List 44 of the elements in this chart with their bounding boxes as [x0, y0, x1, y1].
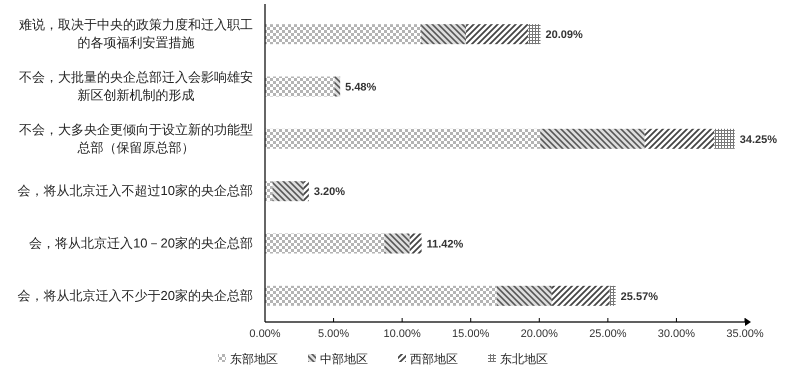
legend-label: 东北地区 — [500, 352, 548, 366]
x-tick-label: 30.00% — [658, 328, 696, 340]
x-tick-label: 5.00% — [318, 328, 350, 340]
legend-label: 西部地区 — [410, 352, 458, 366]
bar — [421, 24, 466, 44]
y-tick-label: 难说，取决于中央的政策力度和迁入职工的各项福利安置措施 — [18, 17, 253, 50]
bar — [466, 24, 528, 44]
bar — [714, 128, 735, 149]
bar — [610, 286, 616, 306]
x-tick-label: 20.00% — [520, 328, 558, 340]
bar — [410, 234, 422, 254]
total-label: 25.57% — [620, 290, 658, 303]
bar — [265, 76, 335, 96]
bar — [540, 128, 645, 149]
bar — [265, 181, 273, 202]
bar — [265, 234, 384, 254]
bar — [644, 128, 714, 149]
bar — [496, 286, 552, 306]
bar — [272, 181, 304, 202]
total-label: 11.42% — [426, 238, 464, 250]
x-tick-label: 0.00% — [249, 328, 281, 340]
y-tick-label: 不会，大多央企更倾向于设立新的功能型总部（保留原总部） — [19, 122, 253, 155]
y-tick-label: 不会，大批量的央企总部迁入会影响雄安新区创新机制的形成 — [19, 70, 253, 102]
legend-label: 中部地区 — [320, 352, 368, 366]
total-label: 34.25% — [740, 134, 778, 146]
bar — [304, 181, 309, 202]
x-tick-label: 35.00% — [726, 328, 764, 340]
y-tick-label: 会，将从北京迁入10－20家的央企总部 — [29, 236, 253, 250]
y-tick-label: 会，将从北京迁入不超过10家的央企总部 — [18, 183, 253, 198]
bar — [384, 234, 410, 254]
bar — [552, 286, 610, 306]
total-label: 3.20% — [314, 186, 346, 198]
y-tick-label: 会，将从北京迁入不少于20家的央企总部 — [18, 288, 253, 303]
bar — [528, 24, 541, 44]
bar — [334, 76, 340, 96]
legend-label: 东部地区 — [230, 352, 278, 366]
x-tick-label: 10.00% — [383, 328, 422, 340]
bar — [265, 128, 540, 149]
bar — [265, 286, 497, 306]
total-label: 20.09% — [546, 29, 584, 42]
x-tick-label: 15.00% — [452, 328, 490, 340]
x-tick-label: 25.00% — [589, 328, 627, 340]
bar — [265, 24, 422, 44]
total-label: 5.48% — [345, 82, 377, 94]
